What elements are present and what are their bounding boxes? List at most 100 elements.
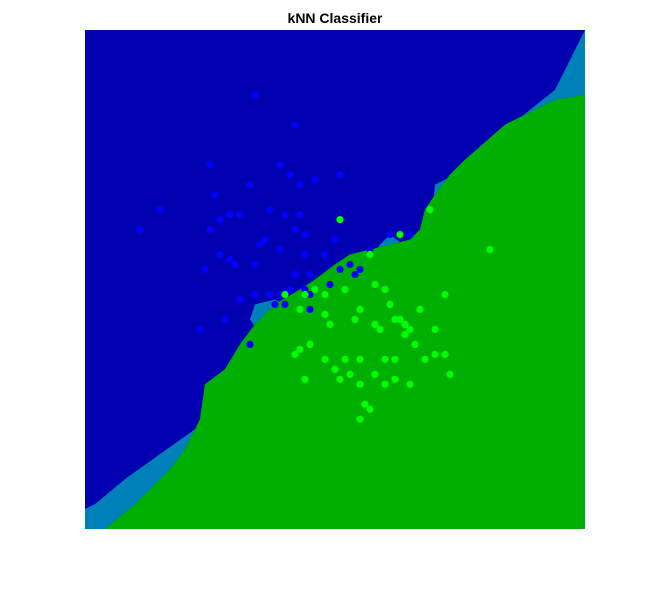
data-point-class-2 bbox=[386, 300, 394, 308]
data-point-class-2 bbox=[441, 350, 449, 358]
data-point-class-1 bbox=[351, 270, 359, 279]
data-point-class-1 bbox=[276, 290, 284, 299]
data-point-class-2 bbox=[381, 355, 389, 363]
data-point-class-1 bbox=[256, 241, 264, 249]
data-point-class-2 bbox=[371, 280, 379, 289]
data-point-class-1 bbox=[206, 226, 214, 234]
data-point-class-2 bbox=[426, 206, 434, 214]
data-point-class-2 bbox=[431, 325, 439, 333]
data-point-class-2 bbox=[306, 340, 314, 348]
data-point-class-1 bbox=[296, 181, 304, 189]
data-point-class-1 bbox=[201, 265, 209, 274]
data-point-class-1 bbox=[286, 285, 294, 294]
data-point-class-1 bbox=[226, 255, 234, 264]
data-point-class-1 bbox=[286, 171, 294, 179]
data-point-class-1 bbox=[226, 211, 234, 219]
data-point-class-2 bbox=[356, 380, 364, 388]
data-point-class-1 bbox=[291, 121, 299, 129]
data-point-class-1 bbox=[216, 250, 224, 259]
data-point-class-1 bbox=[246, 181, 254, 189]
data-point-class-2 bbox=[421, 355, 429, 363]
data-point-class-2 bbox=[401, 330, 409, 338]
data-point-class-1 bbox=[291, 270, 299, 279]
data-point-class-1 bbox=[236, 211, 244, 219]
data-point-class-1 bbox=[336, 265, 344, 274]
data-point-class-1 bbox=[266, 290, 274, 299]
data-point-class-1 bbox=[296, 211, 304, 219]
data-point-class-1 bbox=[301, 285, 309, 294]
data-point-class-2 bbox=[416, 305, 424, 313]
data-point-class-2 bbox=[391, 375, 399, 383]
data-point-class-1 bbox=[216, 216, 224, 224]
data-point-class-2 bbox=[331, 365, 339, 373]
data-point-class-1 bbox=[221, 315, 229, 323]
data-point-class-1 bbox=[236, 295, 244, 304]
data-point-class-1 bbox=[356, 265, 364, 274]
data-point-class-2 bbox=[441, 290, 449, 299]
data-point-class-2 bbox=[341, 355, 349, 363]
data-point-class-2 bbox=[366, 250, 374, 259]
data-point-class-2 bbox=[311, 285, 319, 294]
data-point-class-2 bbox=[366, 405, 374, 413]
data-point-class-1 bbox=[251, 91, 259, 99]
data-point-class-1 bbox=[276, 161, 284, 169]
data-point-class-1 bbox=[311, 176, 319, 184]
data-point-class-1 bbox=[251, 290, 259, 299]
data-point-class-2 bbox=[446, 370, 454, 378]
data-point-class-2 bbox=[401, 320, 409, 328]
data-point-class-1 bbox=[246, 340, 254, 348]
data-point-class-2 bbox=[301, 375, 309, 383]
data-point-class-1 bbox=[406, 231, 414, 239]
data-point-class-2 bbox=[296, 305, 304, 313]
data-point-class-2 bbox=[301, 290, 309, 299]
data-point-class-2 bbox=[356, 355, 364, 363]
data-point-class-1 bbox=[386, 231, 394, 239]
data-point-class-2 bbox=[406, 325, 414, 333]
data-point-class-2 bbox=[406, 380, 414, 388]
data-point-class-2 bbox=[486, 246, 494, 254]
data-point-class-1 bbox=[281, 300, 289, 308]
data-point-class-1 bbox=[346, 260, 354, 269]
data-point-class-2 bbox=[321, 290, 329, 299]
data-point-class-2 bbox=[396, 315, 404, 323]
data-point-class-1 bbox=[206, 161, 214, 169]
data-point-class-2 bbox=[356, 305, 364, 313]
data-point-class-1 bbox=[231, 260, 239, 269]
data-point-class-2 bbox=[336, 375, 344, 383]
data-point-class-2 bbox=[381, 285, 389, 294]
data-point-class-2 bbox=[356, 415, 364, 423]
data-point-class-2 bbox=[341, 285, 349, 294]
data-point-class-1 bbox=[261, 236, 269, 244]
data-point-class-2 bbox=[371, 320, 379, 328]
data-point-class-1 bbox=[196, 325, 204, 333]
data-point-class-1 bbox=[156, 206, 164, 214]
data-point-class-1 bbox=[276, 246, 284, 254]
data-point-class-2 bbox=[291, 350, 299, 358]
decision-region-class-2 bbox=[85, 94, 585, 530]
data-point-class-1 bbox=[306, 290, 314, 299]
data-point-class-2 bbox=[391, 355, 399, 363]
data-point-class-2 bbox=[371, 370, 379, 378]
data-point-class-2 bbox=[346, 370, 354, 378]
data-point-class-2 bbox=[396, 231, 404, 239]
data-point-class-2 bbox=[281, 290, 289, 299]
data-point-class-1 bbox=[271, 300, 279, 308]
data-point-class-1 bbox=[266, 206, 274, 214]
data-point-class-2 bbox=[296, 345, 304, 353]
data-point-class-1 bbox=[326, 280, 334, 289]
data-point-class-2 bbox=[411, 340, 419, 348]
data-point-class-1 bbox=[281, 211, 289, 219]
chart-title: kNN Classifier bbox=[287, 10, 383, 26]
data-points bbox=[136, 91, 494, 423]
data-point-class-2 bbox=[351, 315, 359, 323]
data-point-class-2 bbox=[361, 400, 369, 408]
data-point-class-1 bbox=[301, 250, 309, 259]
data-point-class-1 bbox=[336, 171, 344, 179]
data-point-class-1 bbox=[136, 226, 144, 234]
data-point-class-2 bbox=[381, 380, 389, 388]
data-point-class-2 bbox=[336, 216, 344, 224]
data-point-class-1 bbox=[306, 270, 314, 279]
data-point-class-2 bbox=[321, 355, 329, 363]
data-point-class-2 bbox=[326, 320, 334, 328]
